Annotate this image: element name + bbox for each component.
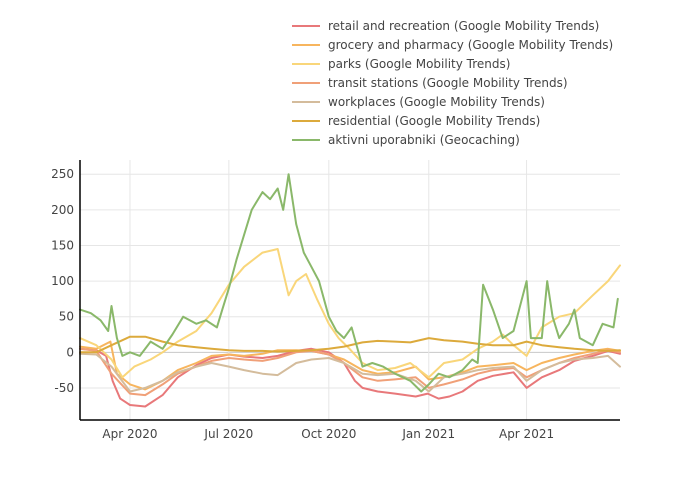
legend[interactable]: retail and recreation (Google Mobility T… bbox=[292, 19, 613, 147]
legend-label: retail and recreation (Google Mobility T… bbox=[328, 19, 599, 33]
y-tick-label: 0 bbox=[66, 345, 74, 359]
y-tick-label: 150 bbox=[51, 238, 74, 252]
legend-item-6[interactable]: aktivni uporabniki (Geocaching) bbox=[292, 133, 520, 147]
x-tick-label: Apr 2020 bbox=[102, 427, 157, 441]
gridlines bbox=[80, 160, 620, 420]
legend-label: transit stations (Google Mobility Trends… bbox=[328, 76, 568, 90]
y-tick-label: 250 bbox=[51, 167, 74, 181]
legend-label: aktivni uporabniki (Geocaching) bbox=[328, 133, 520, 147]
y-tick-label: 200 bbox=[51, 203, 74, 217]
series-line-0[interactable] bbox=[79, 347, 621, 408]
series-layer bbox=[79, 173, 621, 408]
y-tick-label: 50 bbox=[59, 310, 74, 324]
x-tick-label: Jan 2021 bbox=[401, 427, 455, 441]
legend-item-1[interactable]: grocery and pharmacy (Google Mobility Tr… bbox=[292, 38, 613, 52]
y-tick-label: -50 bbox=[54, 381, 74, 395]
legend-item-3[interactable]: transit stations (Google Mobility Trends… bbox=[292, 76, 568, 90]
legend-label: grocery and pharmacy (Google Mobility Tr… bbox=[328, 38, 613, 52]
legend-label: workplaces (Google Mobility Trends) bbox=[328, 95, 545, 109]
legend-label: residential (Google Mobility Trends) bbox=[328, 114, 540, 128]
y-tick-label: 100 bbox=[51, 274, 74, 288]
legend-item-2[interactable]: parks (Google Mobility Trends) bbox=[292, 57, 510, 71]
series-line-4[interactable] bbox=[79, 352, 621, 393]
legend-item-4[interactable]: workplaces (Google Mobility Trends) bbox=[292, 95, 545, 109]
legend-label: parks (Google Mobility Trends) bbox=[328, 57, 510, 71]
x-tick-label: Oct 2020 bbox=[301, 427, 356, 441]
x-tick-label: Jul 2020 bbox=[203, 427, 253, 441]
x-tick-label: Apr 2021 bbox=[499, 427, 554, 441]
series-line-6[interactable] bbox=[79, 173, 619, 393]
legend-item-0[interactable]: retail and recreation (Google Mobility T… bbox=[292, 19, 599, 33]
series-line-3[interactable] bbox=[79, 347, 621, 397]
series-line-2[interactable] bbox=[79, 248, 621, 379]
axes: -50 0 50 100 150 200 250 Apr 2020 Jul 2020 Oct 20… bbox=[51, 160, 620, 441]
series-line-5[interactable] bbox=[79, 335, 621, 354]
legend-item-5[interactable]: residential (Google Mobility Trends) bbox=[292, 114, 540, 128]
